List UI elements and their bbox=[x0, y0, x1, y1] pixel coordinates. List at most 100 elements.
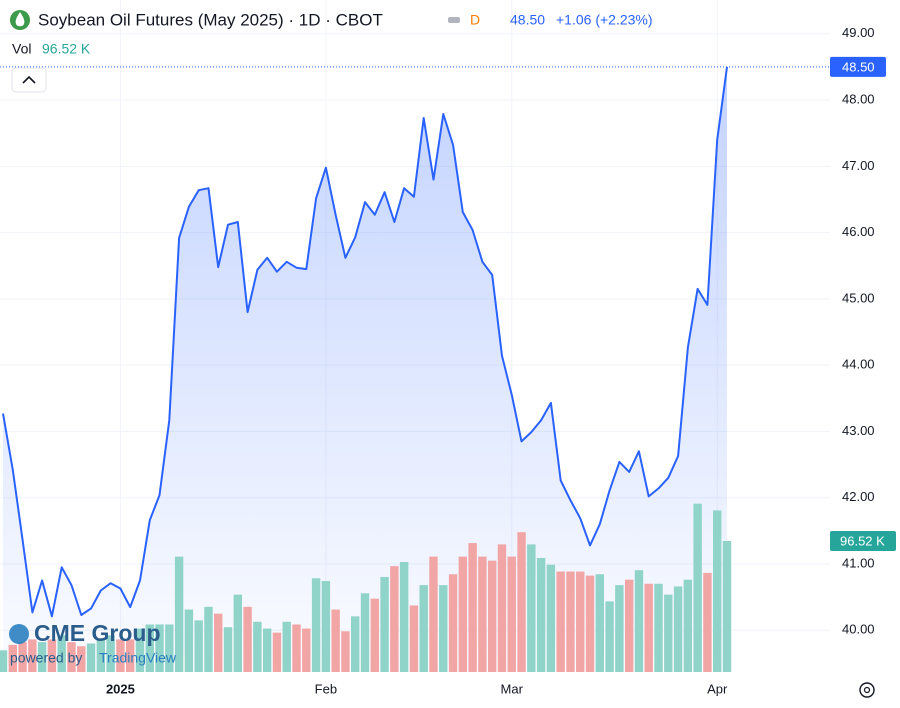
settings-icon[interactable] bbox=[859, 682, 875, 698]
volume-bar bbox=[18, 642, 27, 672]
volume-bar bbox=[351, 616, 360, 672]
area bbox=[3, 66, 727, 672]
volume-bar bbox=[399, 562, 409, 672]
volume-bar bbox=[341, 631, 350, 672]
volume-bar bbox=[321, 581, 331, 672]
volume-bar bbox=[194, 620, 203, 672]
volume-tag-label: 96.52 K bbox=[840, 533, 885, 548]
volume-bar bbox=[155, 624, 164, 672]
axes: 40.00 41.00 42.00 43.00 44.00 45.00 46.00 47.00… bbox=[106, 25, 896, 696]
volume-bar bbox=[673, 586, 683, 672]
volume-bar bbox=[125, 639, 135, 672]
plot bbox=[0, 66, 830, 672]
volume-bar bbox=[106, 635, 115, 672]
volume-bar bbox=[360, 593, 370, 672]
volume-bar bbox=[605, 601, 614, 672]
volume-bar bbox=[497, 544, 507, 672]
settings-icon-center bbox=[863, 686, 871, 694]
volume-bar bbox=[664, 594, 673, 672]
volume-bar bbox=[595, 574, 605, 672]
volume-bar bbox=[380, 576, 389, 672]
badge: D bbox=[470, 12, 480, 28]
volume-bar bbox=[419, 585, 428, 672]
volume-bar bbox=[253, 621, 262, 672]
volume-bar bbox=[86, 643, 96, 672]
volume-bar bbox=[439, 585, 448, 672]
y-tick-label: 47.00 bbox=[842, 158, 875, 173]
volume-bar bbox=[576, 571, 585, 672]
collapse-icon bbox=[22, 75, 36, 84]
volume-bar bbox=[683, 579, 693, 672]
volume-bar bbox=[546, 564, 556, 672]
volume-bar bbox=[233, 594, 243, 672]
volume-bar bbox=[585, 575, 595, 672]
volume-bar bbox=[487, 560, 497, 672]
volume-bar bbox=[204, 606, 213, 672]
volume-bar bbox=[116, 639, 125, 672]
volume-bar bbox=[458, 556, 468, 672]
volume-bar bbox=[165, 624, 174, 672]
volume-bar bbox=[47, 639, 57, 672]
volume-bar bbox=[634, 570, 644, 672]
volume-bar bbox=[703, 572, 712, 672]
volume-tag bbox=[830, 530, 896, 551]
powered-brand: TradingView bbox=[99, 650, 177, 666]
collapse-button[interactable] bbox=[11, 67, 47, 93]
volume-bar bbox=[468, 543, 477, 672]
status-icon bbox=[448, 17, 460, 23]
volume-bar bbox=[478, 556, 487, 672]
last-price-tag-label: 48.50 bbox=[842, 59, 875, 74]
y-tick-label: 42.00 bbox=[842, 489, 875, 504]
y-tick-label: 44.00 bbox=[842, 357, 875, 372]
volume-bar bbox=[409, 605, 419, 672]
volume-bar bbox=[292, 624, 301, 672]
y-tick-label: 45.00 bbox=[842, 290, 875, 305]
volume-bar bbox=[28, 639, 37, 672]
volume-bar bbox=[174, 556, 184, 672]
volume-bar bbox=[243, 606, 252, 672]
watermark: CME Group bbox=[34, 620, 161, 646]
volume-bar bbox=[96, 639, 106, 672]
volume-bar bbox=[331, 609, 340, 672]
last-price: 48.50 bbox=[510, 12, 545, 28]
volume-bar bbox=[282, 621, 291, 672]
y-tick-label: 46.00 bbox=[842, 224, 875, 239]
y-tick-label: 43.00 bbox=[842, 423, 875, 438]
volume-bar bbox=[57, 635, 66, 672]
x-tick-label: 2025 bbox=[106, 681, 135, 696]
volume-bar bbox=[644, 583, 653, 672]
volume-bar bbox=[370, 598, 379, 672]
price-line bbox=[2, 66, 728, 618]
volume-bar bbox=[37, 642, 47, 672]
volume-bar bbox=[517, 532, 526, 672]
volume-value: 96.52 K bbox=[42, 41, 91, 57]
volume-bar bbox=[429, 556, 438, 672]
volume-bar bbox=[302, 628, 311, 672]
x-tick-label: Feb bbox=[315, 681, 337, 696]
volume-bar bbox=[615, 585, 624, 672]
powered-by: powered by bbox=[10, 650, 82, 666]
volume-bar bbox=[184, 609, 194, 672]
volume-bar bbox=[566, 571, 575, 672]
y-tick-label: 41.00 bbox=[842, 555, 875, 570]
y-tick-label: 40.00 bbox=[842, 622, 875, 637]
last-price-tag bbox=[830, 56, 886, 77]
volume-bar bbox=[67, 642, 76, 672]
volume-bar bbox=[390, 566, 399, 672]
volume-bar bbox=[223, 627, 233, 672]
volume-bar bbox=[713, 510, 722, 672]
chart-title: Soybean Oil Futures (May 2025) · 1D · CB… bbox=[38, 10, 383, 29]
volume-bar bbox=[214, 613, 223, 672]
x-tick-label: Apr bbox=[707, 681, 728, 696]
volume-bar bbox=[556, 571, 565, 672]
y-tick-label: 48.00 bbox=[842, 92, 875, 107]
volume-bar bbox=[624, 579, 634, 672]
volume-bar bbox=[722, 540, 732, 672]
change: +1.06 (+2.23%) bbox=[556, 12, 653, 28]
volume-bar bbox=[448, 574, 458, 672]
volume-bar bbox=[311, 578, 321, 672]
y-tick-label: 49.00 bbox=[842, 25, 875, 40]
volume-bar bbox=[135, 628, 145, 672]
volume-bar bbox=[507, 556, 516, 672]
